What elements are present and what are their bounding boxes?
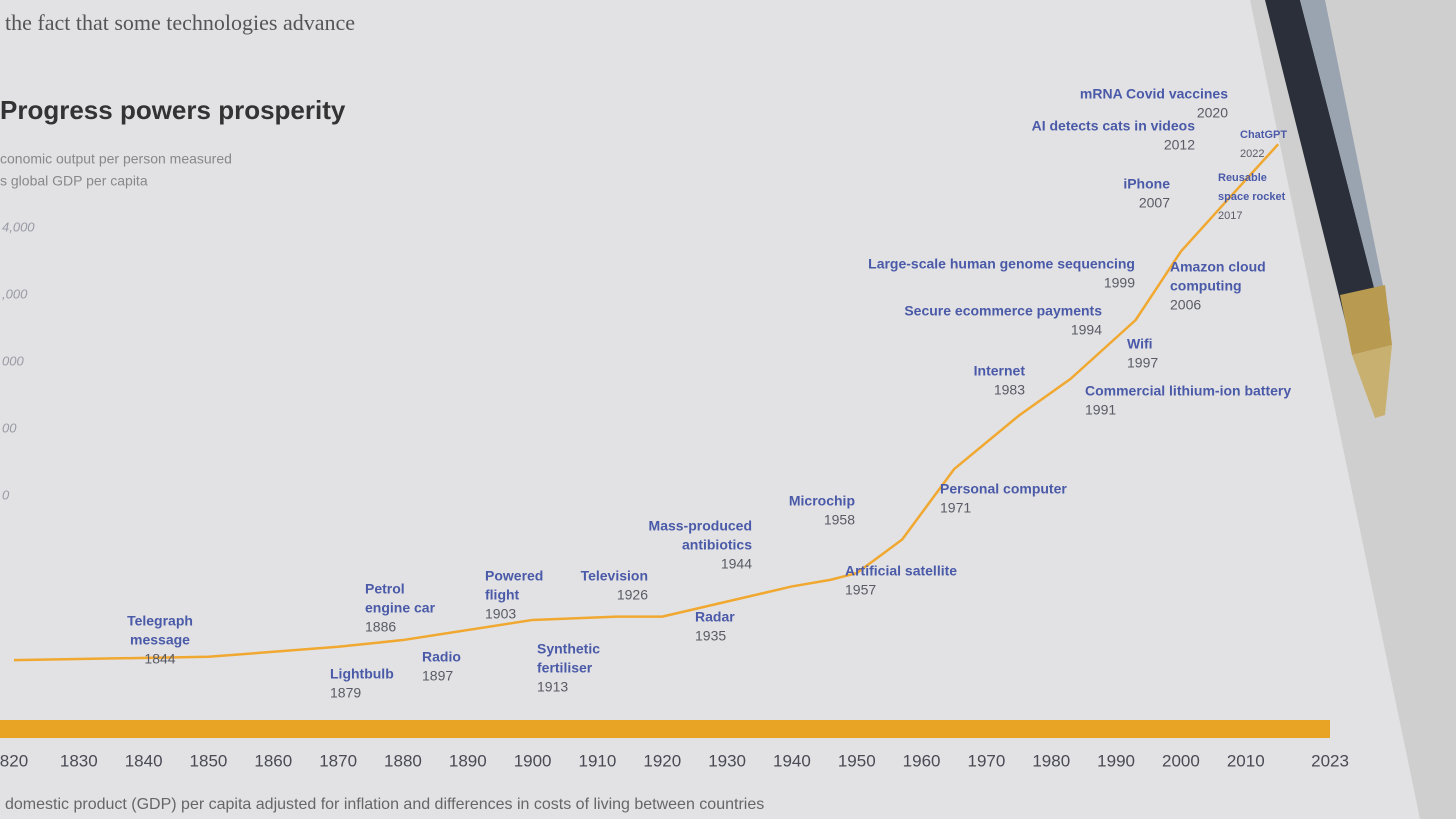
annotation-label: Amazon cloud xyxy=(1170,259,1266,275)
annotation-year: 1958 xyxy=(824,512,855,528)
annotation-year: 1886 xyxy=(365,619,396,635)
annotation-year: 1935 xyxy=(695,628,726,644)
annotation-label: Reusable xyxy=(1218,172,1267,184)
annotation-label: Personal computer xyxy=(940,481,1067,497)
chart-title: Progress powers prosperity xyxy=(0,95,346,125)
x-tick-label: 1860 xyxy=(254,751,292,770)
annotation-year: 1844 xyxy=(144,651,175,667)
annotation-label: antibiotics xyxy=(682,537,752,553)
x-tick-label: 1830 xyxy=(60,751,98,770)
x-tick-label: 1920 xyxy=(643,751,681,770)
annotation-year: 1926 xyxy=(617,587,648,603)
annotation-year: 2022 xyxy=(1240,148,1264,160)
x-tick-label: 1850 xyxy=(190,751,228,770)
book-page xyxy=(0,0,1420,819)
annotation-label: ChatGPT xyxy=(1240,129,1287,141)
annotation-label: flight xyxy=(485,587,520,603)
annotation-label: Large-scale human genome sequencing xyxy=(868,256,1135,272)
chart-subtitle: conomic output per person measured xyxy=(0,151,232,167)
x-tick-label: 1940 xyxy=(773,751,811,770)
annotation-label: Secure ecommerce payments xyxy=(904,303,1102,319)
body-text: the fact that some technologies advance xyxy=(5,10,355,35)
x-tick-label: 1900 xyxy=(514,751,552,770)
annotation-year: 1999 xyxy=(1104,275,1135,291)
annotation-year: 1957 xyxy=(845,582,876,598)
x-tick-label: 2000 xyxy=(1162,751,1200,770)
annotation-label: computing xyxy=(1170,278,1242,294)
annotation-label: Telegraph xyxy=(127,613,193,629)
annotation-label: Artificial satellite xyxy=(845,563,957,579)
annotation-label: AI detects cats in videos xyxy=(1032,118,1196,134)
annotation-year: 2012 xyxy=(1164,137,1195,153)
x-tick-label: 1870 xyxy=(319,751,357,770)
annotation-year: 1944 xyxy=(721,556,752,572)
annotation-label: message xyxy=(130,632,190,648)
annotation-label: Radio xyxy=(422,649,461,665)
x-tick-label: 2023 xyxy=(1311,751,1349,770)
annotation-label: Microchip xyxy=(789,493,855,509)
annotation-year: 1971 xyxy=(940,500,971,516)
annotation-year: 1903 xyxy=(485,606,516,622)
annotation-year: 1879 xyxy=(330,685,361,701)
annotation-year: 2006 xyxy=(1170,297,1201,313)
annotation-label: space rocket xyxy=(1218,191,1286,203)
y-tick-label: 00 xyxy=(2,420,17,435)
y-tick-label: ,000 xyxy=(2,286,28,301)
line xyxy=(13,143,1280,662)
annotation-label: Television xyxy=(581,568,648,584)
annotation-year: 2007 xyxy=(1139,195,1170,211)
annotation-year: 1994 xyxy=(1071,322,1102,338)
annotation-label: Powered xyxy=(485,568,543,584)
x-tick-label: 1910 xyxy=(579,751,617,770)
annotation-label: Commercial lithium-ion battery xyxy=(1085,383,1291,399)
x-tick-label: 1960 xyxy=(903,751,941,770)
x-tick-label: 1880 xyxy=(384,751,422,770)
pen xyxy=(1265,0,1392,418)
annotation-label: mRNA Covid vaccines xyxy=(1080,86,1228,102)
timeline-band xyxy=(0,720,1330,738)
annotation-year: 1983 xyxy=(994,382,1025,398)
x-tick-label: 1990 xyxy=(1097,751,1135,770)
x-tick-label: 1930 xyxy=(708,751,746,770)
annotation-label: Lightbulb xyxy=(330,666,394,682)
annotation-year: 1991 xyxy=(1085,402,1116,418)
annotation-label: Synthetic xyxy=(537,641,600,657)
annotation-year: 2020 xyxy=(1197,105,1228,121)
x-tick-label: 1950 xyxy=(838,751,876,770)
annotation-label: engine car xyxy=(365,600,436,616)
footnote: domestic product (GDP) per capita adjust… xyxy=(5,796,764,813)
x-tick-label: 1840 xyxy=(125,751,163,770)
annotation-label: Radar xyxy=(695,609,735,625)
annotation-year: 2017 xyxy=(1218,210,1242,222)
y-tick-label: 4,000 xyxy=(2,219,35,234)
x-tick-label: 1970 xyxy=(968,751,1006,770)
annotation-label: Petrol xyxy=(365,581,405,597)
annotation-year: 1897 xyxy=(422,668,453,684)
annotation-year: 1913 xyxy=(537,679,568,695)
annotation-label: fertiliser xyxy=(537,660,593,676)
annotation-label: Mass-produced xyxy=(649,518,752,534)
y-tick-label: 0 xyxy=(2,487,10,502)
x-tick-label: 1890 xyxy=(449,751,487,770)
x-tick-label: 1980 xyxy=(1032,751,1070,770)
y-tick-label: 000 xyxy=(2,353,24,368)
x-tick-label: 820 xyxy=(0,751,28,770)
chart-subtitle: s global GDP per capita xyxy=(0,173,148,189)
x-tick-label: 2010 xyxy=(1227,751,1265,770)
annotation-year: 1997 xyxy=(1127,355,1158,371)
annotation-label: iPhone xyxy=(1123,176,1170,192)
annotation-label: Internet xyxy=(974,363,1026,379)
annotation-label: Wifi xyxy=(1127,336,1153,352)
